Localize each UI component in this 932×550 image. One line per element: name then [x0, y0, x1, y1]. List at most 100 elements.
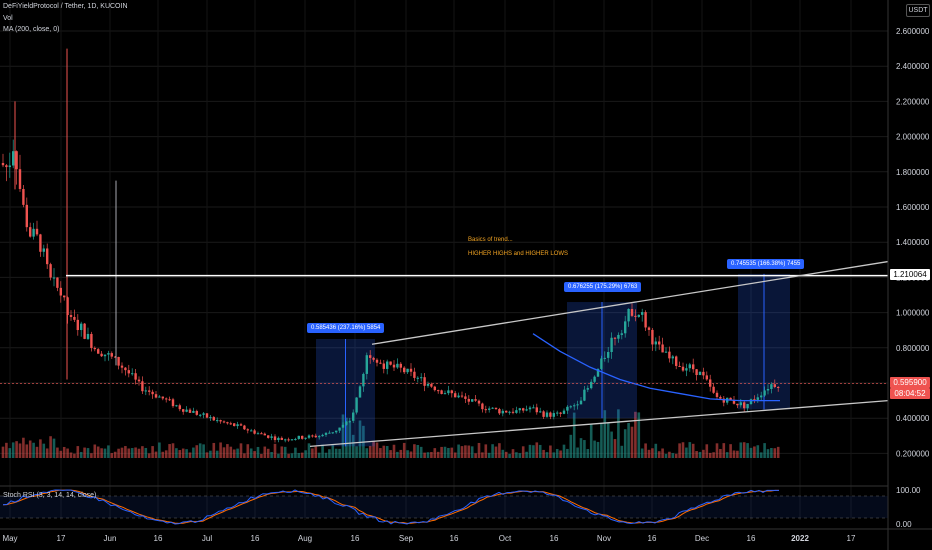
candle-body: [668, 351, 671, 359]
measure-label-3[interactable]: 0.745535 (166.38%) 7455: [727, 259, 805, 269]
candle-body: [423, 377, 426, 386]
candle-body: [617, 334, 620, 339]
volume-bar: [113, 451, 117, 458]
stoch-rsi-label[interactable]: Stoch RSI (3, 3, 14, 14, close): [3, 492, 97, 499]
volume-bar: [749, 447, 753, 458]
candle-body: [583, 389, 586, 401]
candle-body: [420, 377, 423, 379]
volume-bar: [569, 434, 573, 458]
candle-body: [382, 363, 385, 369]
volume-bar: [178, 450, 182, 458]
candle-body: [620, 333, 623, 335]
annotation-line-2[interactable]: HIGHER HIGHS and HIGHER LOWS: [468, 251, 569, 257]
volume-bar: [396, 451, 399, 458]
countdown-tag: 08:04:52: [890, 388, 930, 399]
volume-bar: [62, 446, 66, 458]
volume-bar: [579, 438, 583, 458]
volume-bar: [76, 446, 80, 458]
volume-bar: [542, 449, 545, 458]
candle-body: [76, 319, 79, 331]
candle-body: [403, 367, 406, 373]
candle-body: [25, 204, 28, 228]
volume-bar: [280, 446, 284, 458]
candle-body: [131, 373, 134, 375]
candle-body: [698, 371, 702, 376]
candle-body: [675, 356, 678, 366]
volume-bar: [338, 448, 341, 458]
candle-body: [29, 227, 32, 237]
y-tick-label: 1.000000: [896, 309, 930, 318]
candle-body: [525, 409, 528, 411]
volume-bar: [294, 447, 297, 458]
volume-bar: [372, 441, 375, 458]
x-tick-label: Dec: [695, 534, 709, 543]
candle-body: [212, 417, 215, 421]
candle-body: [773, 384, 776, 387]
candle-body: [8, 165, 11, 168]
volume-bar: [229, 446, 233, 458]
measure-label-1[interactable]: 0.585436 (237.16%) 5854: [307, 323, 385, 333]
volume-bar: [209, 450, 212, 458]
volume-bar: [171, 443, 175, 458]
candle-body: [83, 323, 86, 339]
vol-indicator-label[interactable]: Vol: [3, 15, 13, 22]
candle-body: [352, 412, 355, 421]
volume-bar: [528, 444, 532, 458]
candle-body: [586, 388, 589, 390]
volume-bar: [28, 440, 32, 458]
candle-body: [277, 437, 280, 441]
candle-body: [634, 315, 637, 317]
volume-bar: [86, 448, 90, 458]
candle-body: [430, 383, 433, 387]
volume-bar: [249, 448, 253, 458]
volume-bar: [474, 453, 477, 458]
volume-bar: [695, 451, 698, 458]
volume-bar: [192, 447, 195, 458]
candle-body: [535, 407, 538, 413]
volume-bar: [729, 444, 732, 458]
volume-bar: [708, 452, 712, 458]
volume-bar: [504, 451, 508, 458]
volume-bar: [144, 447, 148, 458]
volume-bar: [134, 447, 137, 458]
volume-bar: [158, 442, 161, 458]
candle-body: [501, 410, 504, 414]
candle-body: [222, 421, 226, 423]
volume-bar: [566, 448, 569, 458]
currency-button[interactable]: USDT: [906, 4, 930, 17]
symbol-title[interactable]: DeFiYieldProtocol / Tether, 1D, KUCOIN: [3, 3, 128, 10]
volume-bar: [685, 447, 688, 458]
candle-body: [15, 151, 18, 170]
volume-bar: [651, 448, 654, 458]
candle-body: [335, 430, 338, 433]
volume-bar: [416, 444, 420, 458]
candle-body: [175, 405, 178, 407]
measure-label-2[interactable]: 0.676255 (175.29%) 6763: [564, 282, 642, 292]
candle-body: [256, 433, 260, 435]
candle-body: [692, 364, 695, 370]
ma-indicator-label[interactable]: MA (200, close, 0): [3, 26, 60, 33]
volume-bar: [253, 451, 256, 458]
volume-bar: [668, 451, 671, 458]
y-tick-label: 0.400000: [896, 414, 930, 423]
volume-bar: [600, 422, 603, 458]
volume-bar: [640, 448, 644, 458]
candle-body: [199, 414, 202, 416]
volume-bar: [487, 452, 491, 458]
volume-bar: [712, 452, 715, 458]
volume-bar: [494, 446, 498, 458]
candle-body: [103, 354, 107, 357]
y-tick-label: 2.400000: [896, 62, 930, 71]
candle-body: [127, 370, 130, 374]
volume-bar: [535, 442, 539, 458]
volume-bar: [518, 453, 522, 458]
volume-bar: [1, 446, 5, 458]
volume-bar: [59, 450, 63, 458]
candle-body: [226, 422, 229, 424]
annotation-line-1[interactable]: Basics of trend...: [468, 237, 513, 243]
resistance-price-tag: 1.210064: [890, 269, 930, 280]
y-tick-label: 0.800000: [896, 344, 930, 353]
volume-bar: [351, 434, 355, 458]
volume-bar: [715, 443, 719, 458]
